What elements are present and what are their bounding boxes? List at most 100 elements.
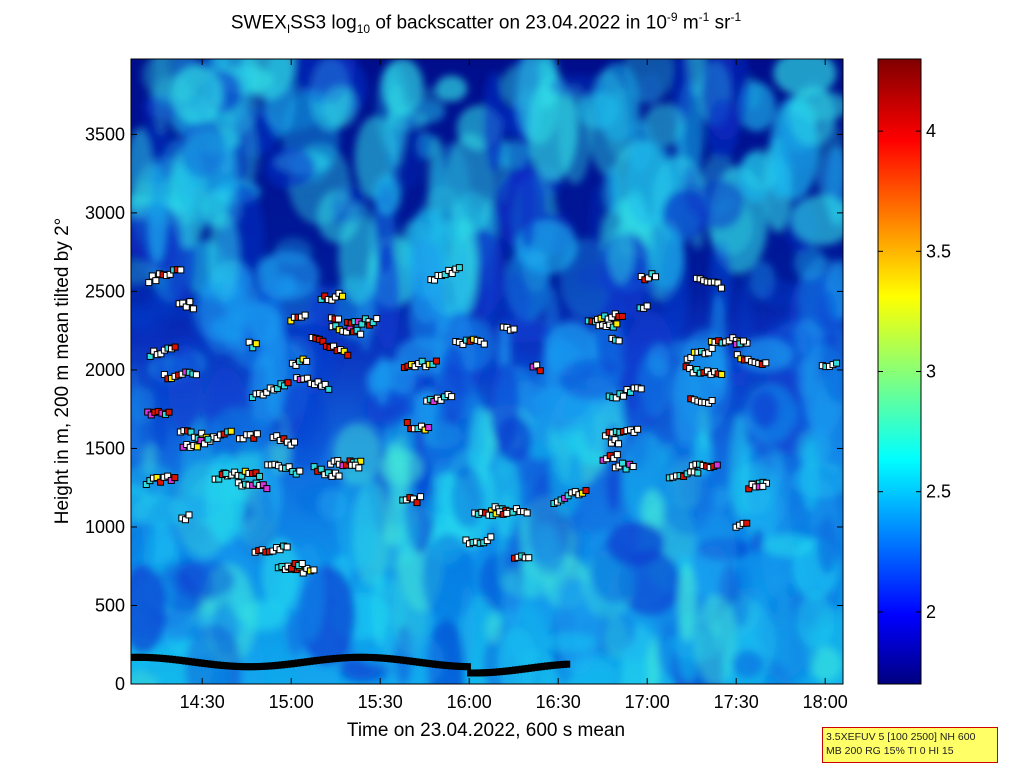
layer-marker [373, 315, 381, 323]
layer-marker [321, 380, 329, 388]
layer-marker [357, 330, 365, 338]
layer-marker [185, 511, 193, 519]
layer-marker [432, 357, 440, 365]
backscatter-patch [490, 451, 520, 539]
backscatter-patch [452, 235, 468, 336]
layer-marker [299, 569, 307, 577]
x-tick-label: 15:00 [269, 692, 314, 712]
layer-marker [634, 425, 642, 433]
layer-marker [164, 472, 172, 480]
layer-marker [437, 396, 445, 404]
backscatter-patch [647, 343, 671, 377]
layer-marker [733, 351, 741, 359]
x-tick-label: 17:30 [714, 692, 759, 712]
backscatter-patch [643, 103, 686, 147]
layer-marker [612, 394, 620, 402]
layer-marker [627, 388, 635, 396]
backscatter-patch [132, 495, 191, 527]
layer-marker [430, 276, 438, 284]
layer-marker [239, 435, 247, 443]
layer-marker [335, 472, 343, 480]
layer-marker [342, 328, 350, 336]
layer-marker [273, 432, 281, 440]
layer-marker [743, 519, 751, 527]
layer-marker [708, 344, 716, 352]
layer-marker [533, 361, 541, 369]
layer-marker [462, 536, 470, 544]
y-tick-label: 500 [95, 595, 125, 615]
x-tick-label: 18:00 [803, 692, 848, 712]
backscatter-patch [627, 119, 653, 171]
layer-marker [287, 317, 295, 325]
layer-marker [344, 351, 352, 359]
backscatter-patch [749, 390, 779, 429]
layer-marker [441, 271, 449, 279]
x-tick-label: 16:00 [447, 692, 492, 712]
backscatter-patch [131, 305, 157, 328]
layer-marker [283, 543, 291, 551]
layer-marker [189, 305, 197, 313]
layer-marker [246, 431, 254, 439]
backscatter-patch [407, 239, 444, 324]
backscatter-patch [793, 245, 826, 281]
layer-marker [276, 546, 284, 554]
y-tick-label: 1000 [85, 517, 125, 537]
layer-marker [480, 340, 488, 348]
layer-marker [171, 343, 179, 351]
backscatter-patch [819, 316, 843, 404]
layer-marker [403, 419, 411, 427]
layer-marker [613, 320, 621, 328]
layer-marker [483, 537, 491, 545]
backscatter-patch [501, 563, 556, 599]
layer-marker [686, 364, 694, 372]
backscatter-patch [737, 434, 751, 523]
layer-marker [714, 279, 722, 287]
backscatter-patches [131, 59, 843, 684]
backscatter-patch [481, 248, 498, 331]
backscatter-patch [690, 509, 737, 605]
backscatter-patch [761, 279, 798, 309]
layer-marker [455, 264, 463, 272]
layer-marker [171, 474, 179, 482]
backscatter-patch [168, 344, 202, 434]
x-axis-title: Time on 23.04.2022, 600 s mean [347, 720, 625, 741]
layer-marker [739, 337, 747, 345]
layer-marker [160, 370, 168, 378]
x-tick-label: 14:30 [180, 692, 225, 712]
layer-marker [310, 463, 318, 471]
layer-marker [288, 564, 296, 572]
backscatter-patch [243, 482, 276, 563]
layer-marker [301, 311, 309, 319]
backscatter-patch [701, 59, 750, 141]
backscatter-patch [438, 345, 467, 426]
backscatter-patch [806, 608, 843, 684]
layer-marker [644, 274, 652, 282]
backscatter-patch [606, 521, 665, 567]
layer-marker [762, 359, 770, 367]
backscatter-patch [459, 584, 475, 669]
layer-marker [165, 408, 173, 416]
backscatter-patch [495, 416, 533, 463]
layer-marker [249, 344, 257, 352]
layer-marker [339, 292, 347, 300]
layer-marker [637, 385, 645, 393]
backscatter-patch [322, 85, 358, 128]
chart-title: SWEXISS3 log10 of backscatter on 23.04.2… [230, 10, 742, 37]
layer-marker [618, 312, 626, 320]
layer-marker [448, 269, 456, 277]
backscatter-patch [627, 405, 649, 471]
x-tick-label: 17:00 [625, 692, 670, 712]
colorbar [877, 58, 922, 685]
backscatter-patch [773, 59, 837, 97]
layer-marker [157, 350, 165, 358]
backscatter-patch [497, 626, 539, 684]
backscatter-patch [335, 467, 383, 571]
processing-info-box: 3.5XEFUV 5 [100 2500] NH 600 MB 200 RG 1… [822, 727, 998, 763]
backscatter-patch [255, 250, 320, 301]
layer-marker [615, 337, 623, 345]
backscatter-patch [131, 671, 158, 684]
layer-marker [263, 388, 271, 396]
layer-marker [693, 366, 701, 374]
backscatter-patch [789, 86, 836, 147]
